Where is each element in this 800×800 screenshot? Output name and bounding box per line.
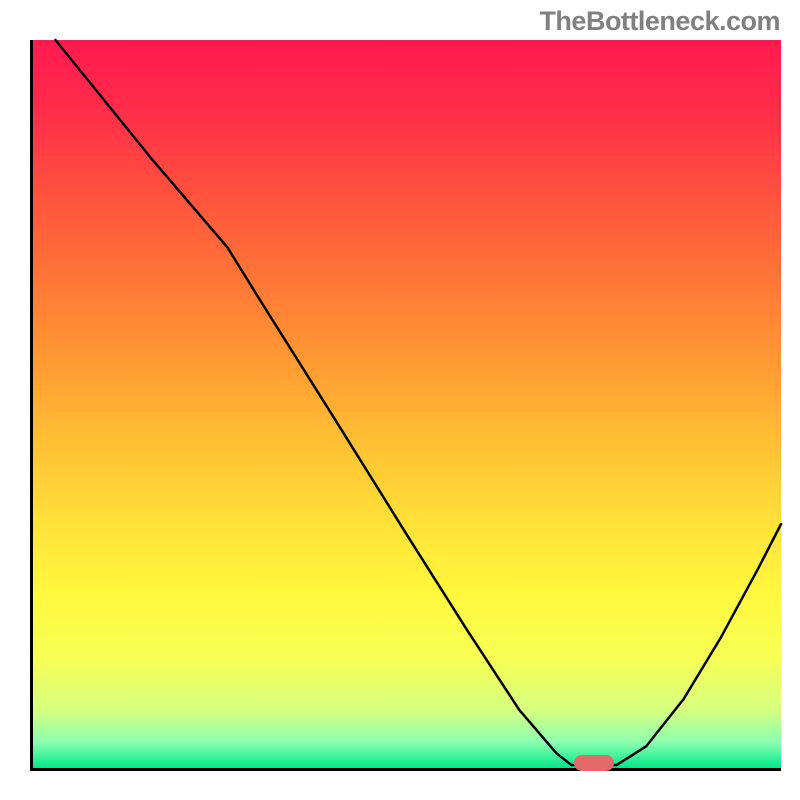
bottleneck-chart: TheBottleneck.com	[0, 0, 800, 800]
plot-area	[30, 40, 781, 771]
watermark-text: TheBottleneck.com	[539, 6, 780, 37]
bottleneck-curve	[33, 40, 781, 768]
optimal-marker	[574, 755, 614, 771]
